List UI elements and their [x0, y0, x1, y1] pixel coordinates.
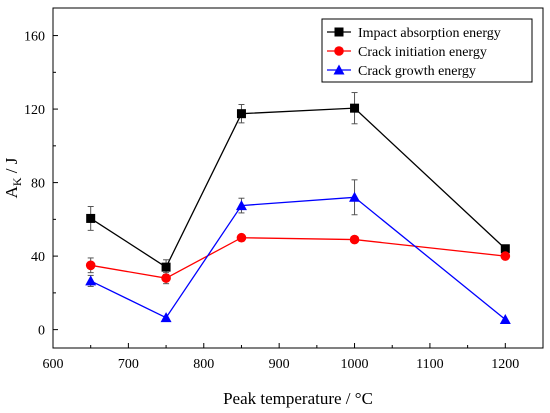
legend-marker-2: [333, 64, 345, 75]
y-tick-label-40: 40: [31, 250, 45, 265]
series-1-point-2: [236, 232, 247, 243]
x-tick-label-600: 600: [43, 357, 64, 372]
x-tick-label-1100: 1100: [416, 357, 443, 372]
series-2: [85, 179, 511, 325]
series-layer: [85, 92, 511, 325]
x-tick-label-1000: 1000: [341, 357, 369, 372]
legend: Impact absorption energy Crack initiation…: [321, 18, 533, 83]
plot-frame: [52, 7, 544, 349]
x-axis-title: Peak temperature / °C: [223, 389, 373, 408]
y-axis-title-main: A: [2, 185, 21, 198]
series-0-point-3: [350, 103, 360, 113]
series-2-point-1: [160, 312, 172, 323]
y-axis-title-unit: / J: [2, 157, 21, 177]
legend-label-1: Crack initiation energy: [358, 45, 487, 60]
legend-marker-0: [334, 27, 344, 37]
x-tick-label-1200: 1200: [491, 357, 519, 372]
series-2-point-4: [499, 314, 511, 325]
legend-marker-1: [334, 46, 344, 56]
legend-label-0: Impact absorption energy: [358, 26, 501, 41]
series-1-point-3: [349, 234, 360, 245]
series-1: [85, 232, 511, 285]
series-2-point-2: [235, 200, 247, 211]
axis-ticks: 600 700 800 900 1000 1100 1200 0 40 80 120 160: [24, 30, 519, 372]
series-1-point-1: [161, 273, 171, 283]
y-tick-label-120: 120: [24, 103, 45, 118]
y-tick-label-0: 0: [38, 324, 45, 339]
x-tick-label-800: 800: [193, 357, 214, 372]
series-0-point-4: [500, 244, 510, 254]
series-1-point-0: [85, 260, 96, 271]
y-tick-label-160: 160: [24, 30, 45, 45]
legend-label-2: Crack growth energy: [358, 64, 476, 79]
y-tick-label-80: 80: [31, 177, 45, 192]
series-2-point-0: [85, 275, 97, 286]
x-tick-label-900: 900: [269, 357, 290, 372]
series-0-point-2: [236, 109, 246, 119]
x-tick-label-700: 700: [118, 357, 139, 372]
y-axis-title: AK / J: [2, 157, 24, 198]
series-0-line: [90, 107, 506, 269]
series-0: [86, 92, 510, 275]
y-axis-title-subscript: K: [10, 177, 24, 186]
series-0-point-0: [86, 213, 96, 223]
legend-box: [321, 18, 533, 83]
series-0-point-1: [161, 262, 171, 272]
series-1-point-4: [500, 251, 511, 261]
series-2-point-3: [349, 191, 361, 202]
